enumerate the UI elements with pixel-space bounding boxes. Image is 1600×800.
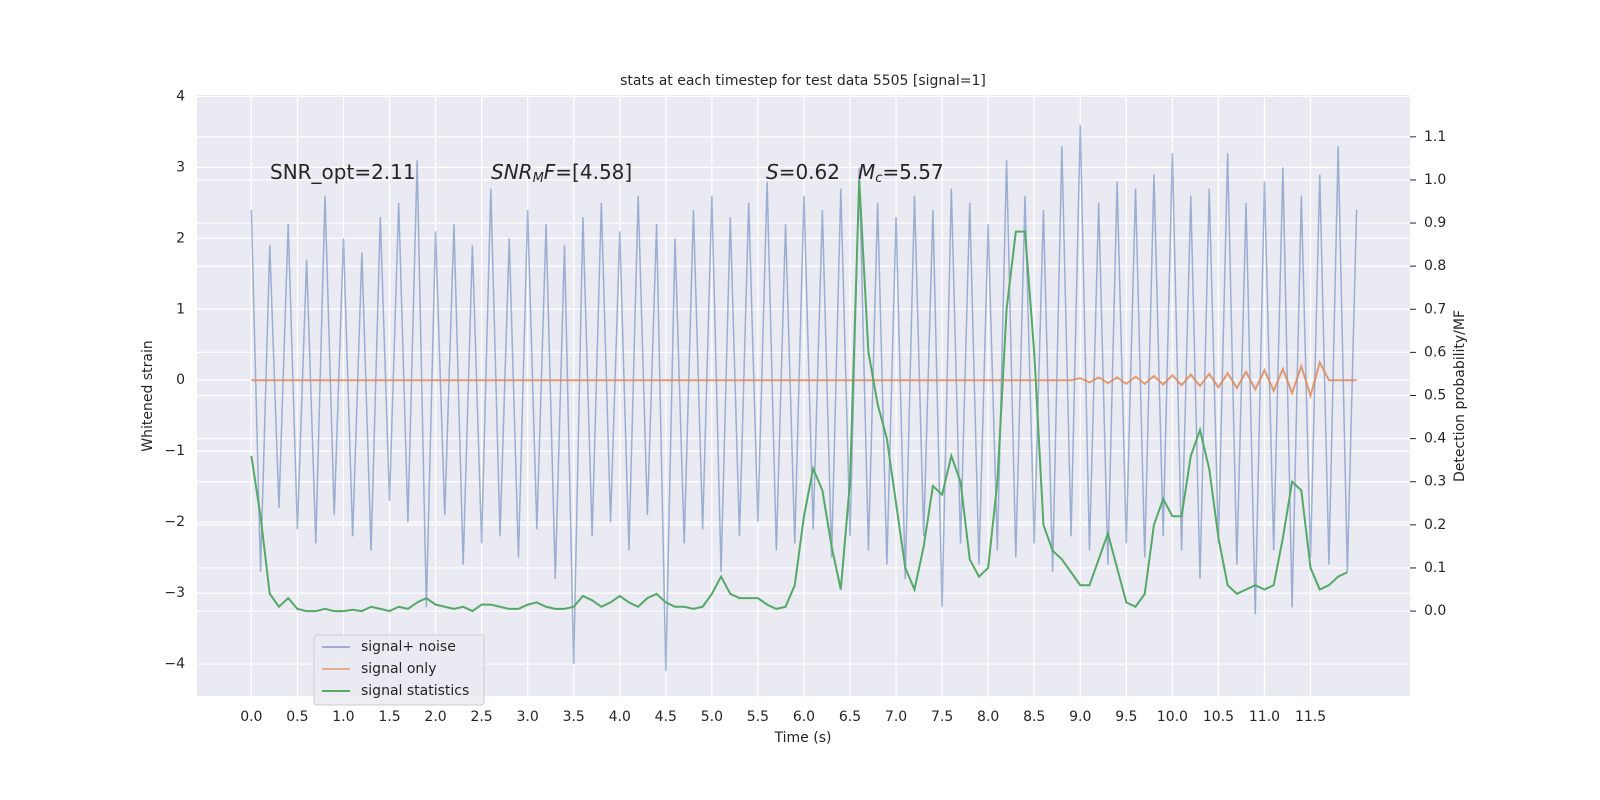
- legend-label: signal+ noise: [361, 639, 456, 655]
- x-tick-label: 9.5: [1115, 709, 1137, 725]
- y-tick-label: 0: [176, 372, 185, 388]
- x-tick-label: 11.0: [1249, 709, 1280, 725]
- x-tick-label: 6.5: [839, 709, 861, 725]
- annotation: Mc=5.57: [858, 160, 944, 186]
- annotation: S=0.62: [766, 160, 840, 184]
- y2-tick-label: 0.7: [1424, 301, 1446, 317]
- x-tick-label: 5.0: [701, 709, 723, 725]
- y2-tick-label: 0.5: [1424, 388, 1446, 404]
- legend-box: [313, 634, 485, 706]
- annotation-part: F: [544, 160, 556, 184]
- y-tick-label: 3: [176, 159, 185, 175]
- y-tick-label: 4: [176, 88, 185, 104]
- x-tick-label: 7.5: [931, 709, 953, 725]
- annotation-part: S: [766, 160, 779, 184]
- series-line: [251, 359, 1357, 400]
- x-tick-label: 4.0: [609, 709, 631, 725]
- chart-title: stats at each timestep for test data 550…: [620, 73, 986, 89]
- y2-tick-label: 0.9: [1424, 215, 1446, 231]
- x-tick-label: 0.0: [240, 709, 262, 725]
- annotation: SNR_opt=2.11: [270, 160, 416, 184]
- y2-tick-label: 1.0: [1424, 172, 1446, 188]
- x-tick-label: 0.5: [286, 709, 308, 725]
- y-tick-label: −4: [164, 656, 185, 672]
- x-tick-label: 1.0: [332, 709, 354, 725]
- annotation-part: SNR_opt=2.11: [270, 160, 416, 184]
- y-tick-label: −1: [164, 443, 185, 459]
- series-line: [250, 179, 1348, 613]
- annotation: SNRMF=[4.58]: [491, 160, 632, 186]
- annotation-part: =[4.58]: [555, 160, 632, 184]
- y2-tick-label: 0.1: [1424, 560, 1446, 576]
- legend-label: signal statistics: [361, 683, 469, 699]
- annotation-part: =5.57: [882, 160, 943, 184]
- y2-tick-label: 0.8: [1424, 258, 1446, 274]
- annotation-part: M: [533, 171, 544, 186]
- x-tick-label: 2.0: [424, 709, 446, 725]
- series-line: [250, 124, 1358, 672]
- y-tick-label: −2: [164, 514, 185, 530]
- x-tick-label: 5.5: [747, 709, 769, 725]
- y-tick-label: −3: [164, 585, 185, 601]
- x-tick-label: 2.5: [470, 709, 492, 725]
- y2-tick-label: 0.0: [1424, 603, 1446, 619]
- legend: signal+ noise signal only signal statistic…: [313, 634, 485, 706]
- annotation-part: M: [858, 160, 875, 184]
- y-tick-label: 1: [176, 301, 185, 317]
- x-tick-label: 7.0: [885, 709, 907, 725]
- annotation-part: c: [875, 171, 882, 186]
- y2-axis-label: Detection probability/MF: [1452, 310, 1468, 482]
- y2-tick-label: 0.2: [1424, 517, 1446, 533]
- y2-tick-label: 0.6: [1424, 344, 1446, 360]
- x-tick-label: 3.0: [517, 709, 539, 725]
- y-tick-label: 2: [176, 230, 185, 246]
- x-axis-label: Time (s): [774, 730, 832, 746]
- x-tick-label: 10.5: [1203, 709, 1234, 725]
- y2-tick-label: 1.1: [1424, 129, 1446, 145]
- y2-tick-label: 0.4: [1424, 431, 1446, 447]
- x-tick-label: 6.0: [793, 709, 815, 725]
- x-tick-label: 9.0: [1069, 709, 1091, 725]
- x-tick-label: 11.5: [1295, 709, 1326, 725]
- x-tick-label: 4.5: [655, 709, 677, 725]
- y-axis-label: Whitened strain: [140, 340, 156, 451]
- legend-label: signal only: [361, 661, 436, 677]
- annotation-part: =0.62: [779, 160, 840, 184]
- annotation-part: SNR: [491, 160, 533, 184]
- x-tick-label: 8.0: [977, 709, 999, 725]
- x-tick-label: 8.5: [1023, 709, 1045, 725]
- x-tick-label: 3.5: [563, 709, 585, 725]
- y2-tick-label: 0.3: [1424, 474, 1446, 490]
- x-tick-label: 1.5: [378, 709, 400, 725]
- x-tick-label: 10.0: [1157, 709, 1188, 725]
